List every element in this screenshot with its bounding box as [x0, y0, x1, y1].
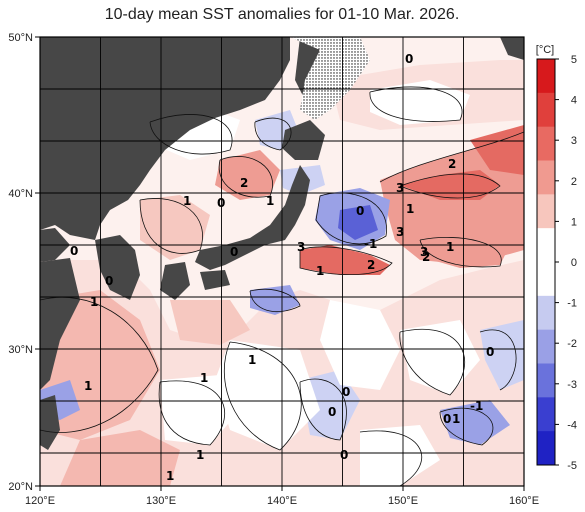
- contour-label: 3: [396, 225, 404, 239]
- colorbar-tick-label: 0: [571, 257, 577, 269]
- contour-label: 1: [200, 371, 208, 385]
- colorbar-swatch: [537, 431, 555, 466]
- colorbar: [°C] 5 4 3 2 1 0 -1 -2 -3 -4 -5: [536, 44, 577, 472]
- colorbar-unit: [°C]: [536, 44, 554, 56]
- colorbar-swatch: [537, 194, 555, 229]
- contour-label: 1: [446, 240, 454, 254]
- colorbar-tick-label: 2: [571, 176, 577, 188]
- colorbar-swatch: [537, 397, 555, 432]
- contour-label: 0: [105, 274, 113, 288]
- colorbar-swatch: [537, 160, 555, 195]
- colorbar-tick-label: -1: [567, 298, 577, 310]
- lon-label: 160°E: [509, 495, 539, 507]
- contour-label: -1: [364, 237, 377, 251]
- contour-label: 0: [217, 196, 225, 210]
- contour-label: 0: [405, 52, 413, 66]
- contour-label: 0: [486, 345, 494, 359]
- contour-label: 0: [443, 412, 451, 426]
- neutral-regions: [150, 80, 480, 486]
- colorbar-labels: 5 4 3 2 1 0 -1 -2 -3 -4 -5: [555, 54, 577, 472]
- lon-label: 130°E: [146, 495, 176, 507]
- land-masses: [40, 37, 524, 450]
- colorbar-swatches: [537, 59, 555, 466]
- colorbar-tick-label: -3: [567, 379, 577, 391]
- longitude-labels: 120°E 130°E 140°E 150°E 160°E: [25, 495, 539, 507]
- lon-label: 120°E: [25, 495, 55, 507]
- contour-label: 0: [356, 204, 364, 218]
- contour-label: 3: [297, 240, 305, 254]
- colorbar-tick-label: -2: [567, 338, 577, 350]
- contour-lines: [40, 86, 524, 486]
- contour-label: 1: [84, 379, 92, 393]
- cool-anomaly-regions: [40, 110, 524, 445]
- contour-label: 0: [342, 385, 350, 399]
- colorbar-swatch: [537, 363, 555, 398]
- lon-label: 150°E: [388, 495, 418, 507]
- contour-label: 1: [316, 264, 324, 278]
- contour-label: 3: [420, 245, 428, 259]
- contour-label: -1: [470, 399, 483, 413]
- lat-label: 20°N: [8, 481, 33, 493]
- contour-label: 1: [196, 448, 204, 462]
- contour-label: 0: [328, 405, 336, 419]
- colorbar-swatch: [537, 92, 555, 128]
- contour-label: 2: [422, 250, 430, 264]
- colorbar-swatch: [537, 59, 555, 94]
- contour-labels: 0 2 1 0 1 2 0 1 3 1 3 0 3 -1 2 2 1 1 0 1…: [70, 52, 494, 483]
- contour-label: 1: [248, 353, 256, 367]
- contour-label: 1: [183, 194, 191, 208]
- axis-ticks: [35, 36, 525, 491]
- colorbar-swatch: [537, 228, 555, 263]
- contour-label: 1: [452, 412, 460, 426]
- colorbar-swatch: [537, 126, 555, 161]
- colorbar-tick-label: -4: [567, 419, 577, 431]
- contour-label: 1: [166, 469, 174, 483]
- colorbar-tick-label: -5: [567, 460, 577, 472]
- colorbar-tick-label: 1: [571, 216, 577, 228]
- colorbar-swatch: [537, 262, 555, 297]
- grid-lines: [40, 37, 524, 486]
- colorbar-tick-label: 5: [571, 54, 577, 66]
- contour-label: 2: [448, 157, 456, 171]
- colorbar-tick-label: 4: [571, 95, 577, 107]
- contour-label: 0: [340, 448, 348, 462]
- contour-label: 2: [240, 176, 248, 190]
- lon-label: 140°E: [267, 495, 297, 507]
- contour-label: 1: [266, 194, 274, 208]
- lat-label: 40°N: [8, 188, 33, 200]
- map-title: 10-day mean SST anomalies for 01-10 Mar.…: [104, 6, 460, 23]
- latitude-labels: 50°N 40°N 30°N 20°N: [8, 32, 33, 493]
- colorbar-swatch: [537, 295, 555, 331]
- contour-label: 0: [70, 244, 78, 258]
- contour-label: 0: [230, 245, 238, 259]
- lat-label: 30°N: [8, 344, 33, 356]
- contour-label: 1: [90, 295, 98, 309]
- contour-label: 1: [406, 202, 414, 216]
- colorbar-tick-label: 3: [571, 135, 577, 147]
- colorbar-swatch: [537, 329, 555, 364]
- lat-label: 50°N: [8, 32, 33, 44]
- contour-label: 3: [396, 181, 404, 195]
- sea-ice-region: [290, 37, 370, 120]
- contour-label: 2: [367, 258, 375, 272]
